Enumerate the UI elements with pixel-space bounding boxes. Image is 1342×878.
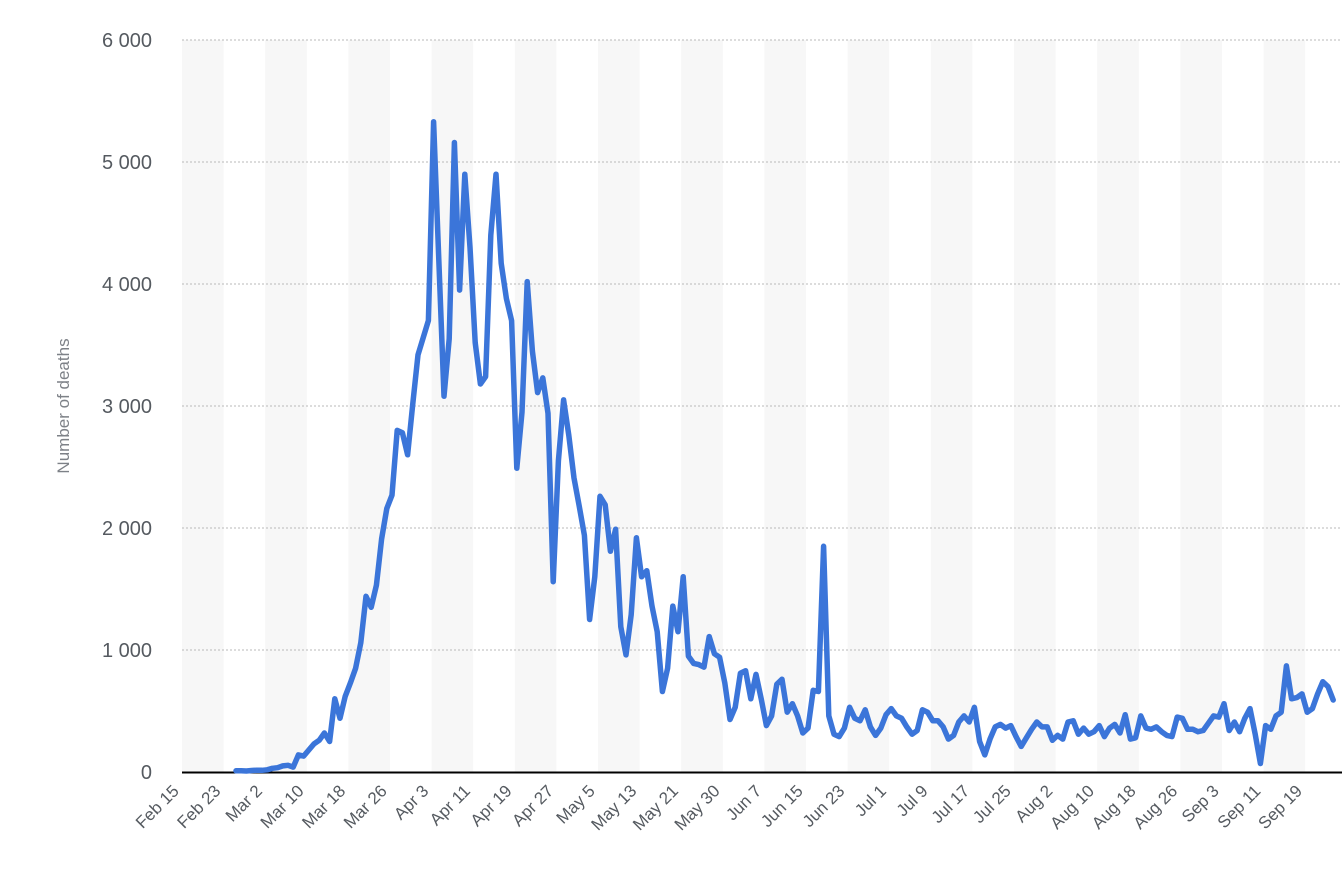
x-tick-label: Aug 10: [1046, 781, 1098, 833]
y-tick-label: 3 000: [102, 396, 152, 418]
x-tick-label: Jul 1: [851, 781, 890, 820]
y-tick-label: 4 000: [102, 274, 152, 296]
x-tick-label: May 30: [671, 781, 724, 834]
x-tick-label: Jun 15: [757, 781, 807, 831]
y-tick-label: 0: [141, 762, 152, 784]
x-tick-label: Jun 23: [799, 781, 849, 831]
x-tick-label: Mar 18: [298, 781, 349, 832]
x-tick-label: Mar 26: [340, 781, 391, 832]
y-tick-label: 1 000: [102, 640, 152, 662]
x-tick-label: May 13: [588, 781, 641, 834]
x-tick-label: Aug 18: [1088, 781, 1140, 833]
x-tick-label: Sep 19: [1254, 781, 1306, 833]
x-tick-label: Jul 25: [969, 781, 1015, 827]
x-tick-label: Jul 17: [928, 781, 974, 827]
gridlines: [182, 39, 1342, 651]
x-tick-label: Jul 9: [893, 781, 932, 820]
x-tick-label: Mar 10: [257, 781, 308, 832]
x-tick-label: Apr 27: [508, 781, 557, 830]
y-tick-label: 2 000: [102, 518, 152, 540]
x-tick-label: Feb 15: [132, 781, 183, 832]
series-line: [233, 118, 1336, 774]
x-tick-label: Sep 11: [1214, 781, 1265, 832]
y-axis-ticks: 0 1 000 2 000 3 000 4 000 5 000 6 000: [102, 30, 152, 784]
x-tick-label: Apr 19: [467, 781, 516, 830]
x-tick-label: Aug 26: [1130, 781, 1182, 833]
y-tick-label: 5 000: [102, 152, 152, 174]
y-tick-label: 6 000: [102, 30, 152, 52]
x-tick-label: Feb 23: [174, 781, 225, 832]
y-axis-label: Number of deaths: [54, 338, 73, 473]
x-tick-label: May 21: [629, 781, 682, 834]
x-tick-label: Apr 11: [426, 781, 474, 829]
